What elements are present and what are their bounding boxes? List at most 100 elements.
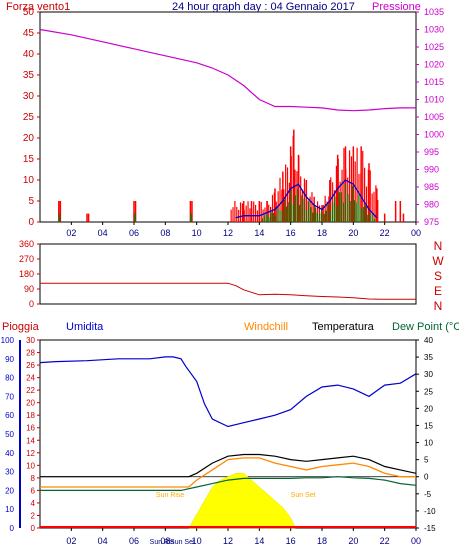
humidity-tick-label: 6: [31, 486, 36, 495]
rain-tick-label: 70: [5, 392, 14, 401]
pressure-tick-label: 1010: [424, 95, 444, 105]
temp-tick-label: -5: [424, 490, 432, 499]
x-tick-label: 20: [348, 228, 358, 238]
wind-tick-label: 25: [23, 112, 35, 123]
pressure-tick-label: 1030: [424, 25, 444, 35]
wind-tick-label: 10: [23, 175, 35, 186]
temp-tick-label: 0: [424, 473, 429, 482]
pressure-tick-label: 1005: [424, 112, 444, 122]
direction-letter: E: [434, 284, 442, 298]
temp-tick-label: 15: [424, 421, 433, 430]
humidity-tick-label: 18: [26, 411, 35, 420]
direction-letter: N: [434, 239, 443, 253]
pressure-tick-label: 985: [424, 182, 439, 192]
x-tick-label: 08: [160, 228, 170, 238]
x-tick-label: 18: [317, 536, 327, 546]
x-tick-label: 14: [254, 228, 264, 238]
rain-tick-label: 40: [5, 449, 14, 458]
wind-tick-label: 50: [23, 7, 35, 18]
rain-tick-label: 20: [5, 486, 14, 495]
temp-tick-label: 25: [424, 387, 433, 396]
x-tick-label: 04: [98, 228, 108, 238]
humidity-tick-label: 22: [26, 386, 35, 395]
x-tick-label: 06: [129, 536, 139, 546]
rain-label: Pioggia: [2, 321, 40, 333]
pressure-tick-label: 1035: [424, 7, 444, 17]
wind-tick-label: 5: [28, 196, 34, 207]
temp-tick-label: 40: [424, 336, 433, 345]
rain-tick-label: 90: [5, 355, 14, 364]
x-tick-label: 22: [380, 536, 390, 546]
x-tick-label: 20: [348, 536, 358, 546]
pressure-tick-label: 995: [424, 147, 439, 157]
humidity-tick-label: 2: [31, 511, 36, 520]
sunset-label: Sun Set: [291, 492, 316, 499]
x-tick-label: 02: [66, 228, 76, 238]
sunrise-label: Sun Rise: [156, 492, 185, 499]
wind-tick-label: 15: [23, 154, 35, 165]
sunset-axis-label: Sun Set: [170, 539, 195, 546]
x-tick-label: 16: [286, 228, 296, 238]
direction-letter: S: [434, 269, 442, 283]
temp-tick-label: -10: [424, 507, 436, 516]
rain-tick-label: 50: [5, 430, 14, 439]
wind-tick-label: 30: [23, 91, 35, 102]
rain-tick-label: 60: [5, 411, 14, 420]
humidity-tick-label: 20: [26, 399, 35, 408]
windchill-label: Windchill: [244, 321, 288, 333]
x-tick-label: 10: [192, 228, 202, 238]
direction-tick-label: 360: [19, 239, 34, 249]
dewpoint-label: Dew Point (°C: [392, 321, 459, 333]
temp-tick-label: 35: [424, 353, 433, 362]
pressure-tick-label: 1015: [424, 77, 444, 87]
wind-tick-label: 20: [23, 133, 35, 144]
humidity-tick-label: 26: [26, 361, 35, 370]
temp-tick-label: 5: [424, 456, 429, 465]
humidity-tick-label: 4: [31, 499, 36, 508]
panel1-frame: [39, 11, 417, 223]
rain-tick-label: 100: [1, 336, 15, 345]
wind-tick-label: 0: [28, 217, 34, 228]
x-tick-label: 04: [98, 536, 108, 546]
panel2-frame: [39, 243, 417, 305]
rain-tick-label: 30: [5, 468, 14, 477]
temp-tick-label: -15: [424, 524, 436, 533]
x-tick-label: 16: [286, 536, 296, 546]
wind-tick-label: 35: [23, 70, 35, 81]
windchill-line: [40, 457, 416, 488]
humidity-label: Umidita: [66, 321, 104, 333]
x-tick-label: 06: [129, 228, 139, 238]
direction-tick-label: 0: [29, 299, 34, 309]
humidity-tick-label: 10: [26, 461, 35, 470]
x-tick-label: 08: [160, 536, 170, 546]
sunrise-axis-label: Sun Ris: [150, 539, 175, 546]
temperature-label: Temperatura: [312, 321, 375, 333]
x-tick-label: 14: [254, 536, 264, 546]
wind-tick-label: 45: [23, 28, 35, 39]
wind-tick-label: 40: [23, 49, 35, 60]
direction-line: [40, 282, 416, 300]
pressure-tick-label: 990: [424, 165, 439, 175]
direction-letter: N: [434, 299, 443, 313]
pressure-tick-label: 1025: [424, 42, 444, 52]
temperature-line: [40, 453, 417, 478]
temp-tick-label: 30: [424, 370, 433, 379]
humidity-tick-label: 12: [26, 449, 35, 458]
pressure-axis-label: Pressione: [372, 1, 421, 13]
wind-avg-line: [235, 179, 378, 219]
pressure-tick-label: 1000: [424, 130, 444, 140]
pressure-line: [39, 28, 416, 112]
x-tick-label: 00: [411, 536, 421, 546]
x-tick-label: 02: [66, 536, 76, 546]
pressure-tick-label: 980: [424, 200, 439, 210]
humidity-tick-label: 14: [26, 436, 35, 445]
humidity-tick-label: 28: [26, 349, 35, 358]
x-tick-label: 18: [317, 228, 327, 238]
x-tick-label: 12: [223, 228, 233, 238]
rain-tick-label: 80: [5, 374, 14, 383]
chart-layer: 0510152025303540455097598098599099510001…: [1, 7, 445, 546]
direction-tick-label: 180: [19, 269, 34, 279]
direction-letter: W: [432, 254, 444, 268]
direction-tick-label: 270: [19, 254, 34, 264]
